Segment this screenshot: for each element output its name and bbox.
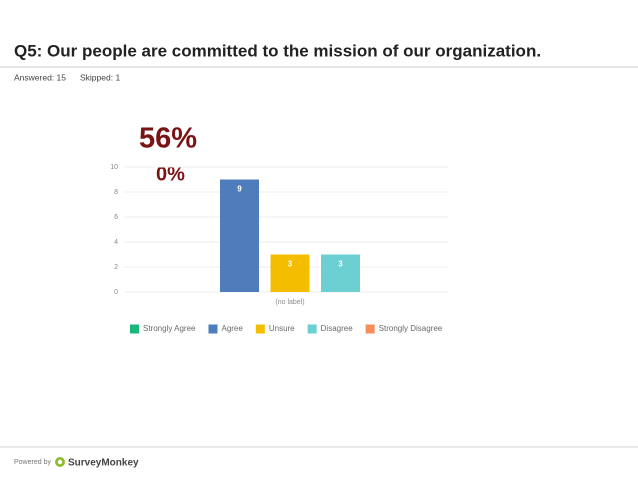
legend-swatch xyxy=(255,324,265,334)
bar xyxy=(220,179,259,292)
y-tick-label: 2 xyxy=(114,264,118,271)
x-tick-label: (no label) xyxy=(275,299,304,306)
powered-by: Powered by xyxy=(14,459,51,466)
answered: Answered: 15 xyxy=(14,72,66,82)
legend-swatch xyxy=(307,324,317,334)
legend-swatch xyxy=(365,324,375,334)
question-title: Q5: Our people are committed to the miss… xyxy=(14,41,541,60)
brand-logo xyxy=(55,457,65,467)
y-tick-label: 4 xyxy=(114,239,118,246)
annotation: 0% xyxy=(156,163,185,185)
y-tick-label: 10 xyxy=(110,164,118,171)
bar xyxy=(270,254,310,292)
brand: SurveyMonkey xyxy=(68,458,139,469)
legend-label: Agree xyxy=(221,324,243,333)
y-tick-label: 8 xyxy=(114,189,118,196)
legend-swatch xyxy=(208,324,218,334)
bar xyxy=(321,254,360,292)
annotation: 56% xyxy=(139,123,197,155)
skipped: Skipped: 1 xyxy=(80,72,120,82)
legend-label: Strongly Agree xyxy=(143,324,196,333)
data-label: 3 xyxy=(288,260,293,269)
y-tick-label: 6 xyxy=(114,214,118,221)
legend-label: Disagree xyxy=(321,324,354,333)
legend-swatch xyxy=(130,324,139,334)
data-label: 9 xyxy=(237,185,242,194)
legend-label: Unsure xyxy=(269,324,295,333)
legend-label: Strongly Disagree xyxy=(379,324,443,333)
y-tick-label: 0 xyxy=(114,289,118,296)
data-label: 3 xyxy=(338,260,343,269)
